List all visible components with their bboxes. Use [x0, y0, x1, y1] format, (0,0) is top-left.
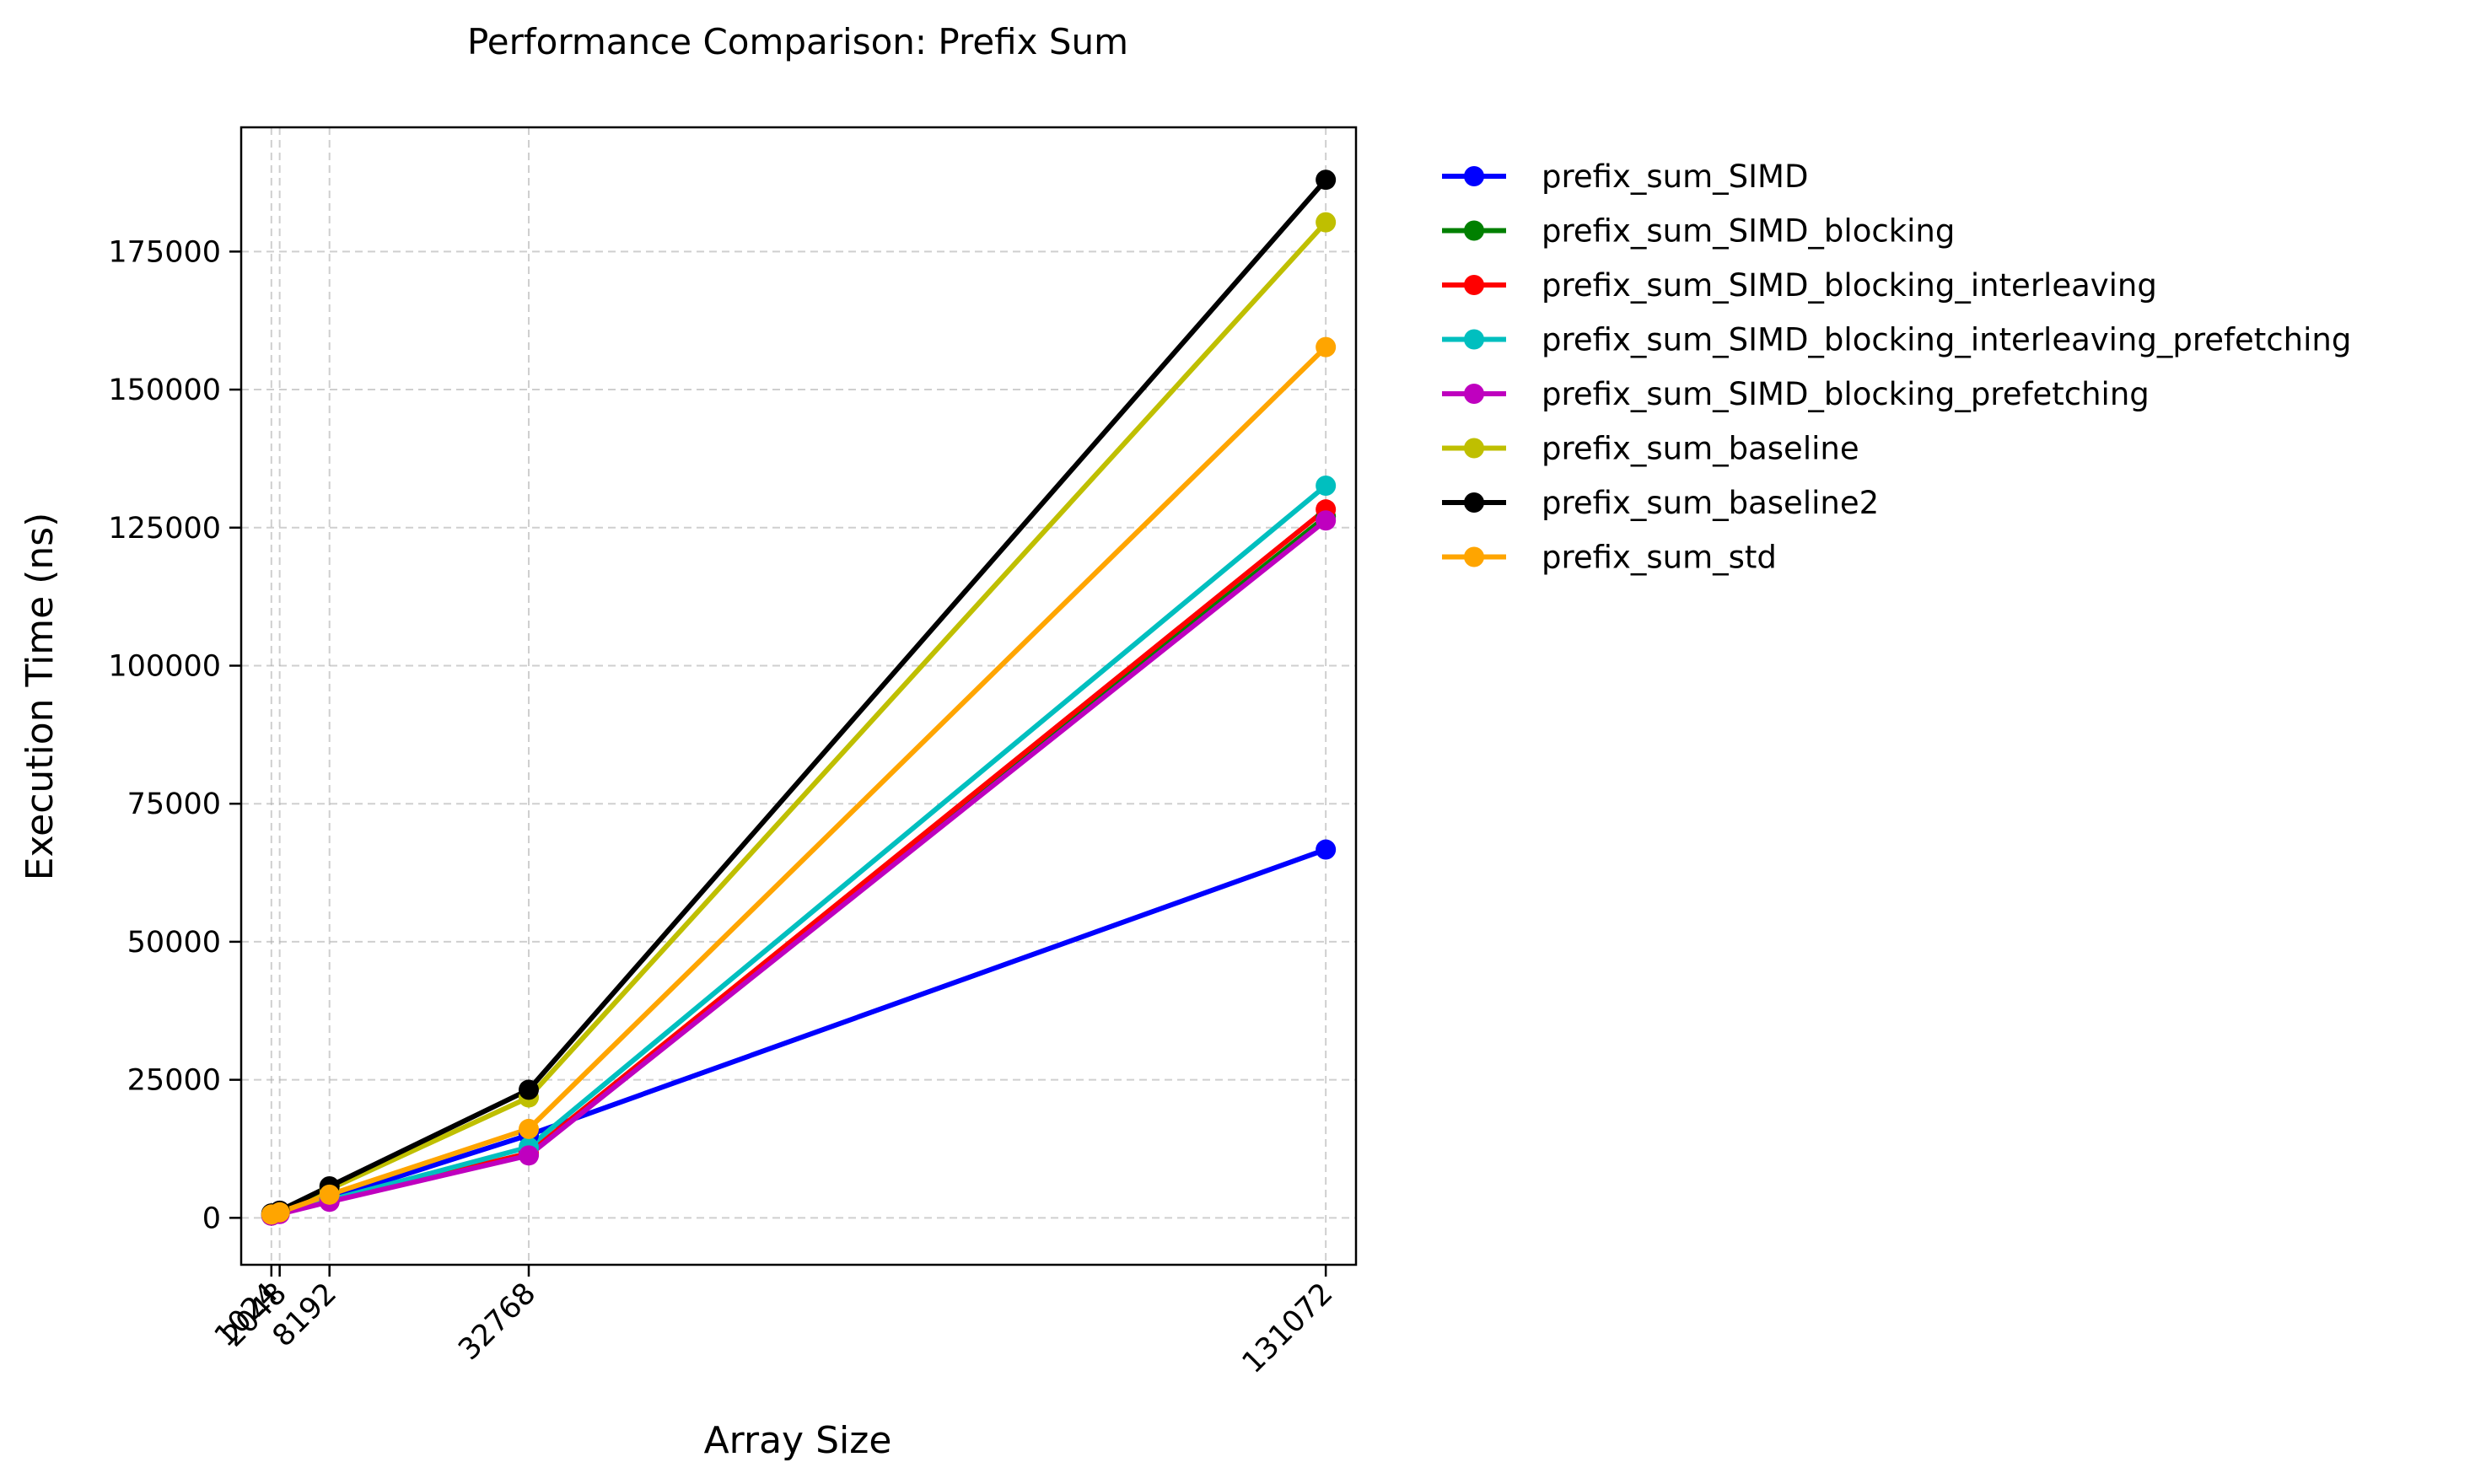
legend-item: prefix_sum_SIMD_blocking_interleaving — [1442, 267, 2157, 304]
legend-item: prefix_sum_SIMD_blocking_interleaving_pr… — [1442, 322, 2351, 358]
data-point — [1316, 476, 1337, 497]
legend-label: prefix_sum_baseline — [1542, 431, 1859, 467]
legend-marker — [1464, 384, 1484, 404]
legend-label: prefix_sum_SIMD — [1542, 159, 1808, 195]
series-line-3 — [271, 483, 1328, 1218]
chart-title: Performance Comparison: Prefix Sum — [467, 21, 1128, 62]
legend-marker — [1464, 329, 1484, 350]
data-point — [1316, 510, 1337, 531]
data-point — [319, 1184, 340, 1205]
grid — [241, 127, 1356, 1265]
y-tick-label: 75000 — [127, 788, 221, 821]
legend-marker — [1464, 546, 1484, 567]
y-axis-ticks: 0 25000 50000 75000 100000 125000 150000 175000 — [108, 235, 241, 1235]
series-lines — [270, 178, 1328, 1218]
legend-marker — [1464, 220, 1484, 241]
data-point — [519, 1118, 540, 1139]
legend-label: prefix_sum_std — [1542, 540, 1777, 576]
y-tick-label: 25000 — [127, 1064, 221, 1098]
y-tick-label: 50000 — [127, 926, 221, 960]
y-axis-label: Execution Time (ns) — [19, 513, 62, 881]
legend-label: prefix_sum_SIMD_blocking_prefetching — [1542, 376, 2150, 412]
data-point — [1316, 839, 1337, 860]
legend-marker — [1464, 166, 1484, 186]
legend-item: prefix_sum_SIMD_blocking_prefetching — [1442, 376, 2150, 412]
legend-label: prefix_sum_SIMD_blocking_interleaving_pr… — [1542, 322, 2351, 358]
legend-item: prefix_sum_SIMD_blocking — [1442, 213, 1955, 250]
plot-frame — [239, 126, 1358, 1266]
series-line-6 — [270, 178, 1328, 1216]
data-point — [269, 1202, 290, 1223]
y-tick-label: 150000 — [108, 374, 221, 407]
y-tick-label: 100000 — [108, 649, 221, 683]
legend-label: prefix_sum_baseline2 — [1542, 485, 1879, 521]
data-point — [1316, 336, 1337, 358]
x-tick-label: 32768 — [452, 1277, 542, 1367]
legend-marker — [1464, 275, 1484, 295]
series-line-5 — [270, 220, 1328, 1217]
legend: prefix_sum_SIMD prefix_sum_SIMD_blockingp… — [1442, 159, 2351, 576]
legend-item: prefix_sum_baseline2 — [1442, 485, 1879, 521]
x-tick-label: 131072 — [1236, 1277, 1340, 1380]
data-point — [1316, 169, 1337, 191]
y-tick-label: 175000 — [108, 235, 221, 269]
y-tick-label: 125000 — [108, 512, 221, 546]
series-points — [261, 169, 1337, 1226]
y-tick-label: 0 — [202, 1202, 221, 1235]
legend-item: prefix_sum_SIMD — [1442, 159, 1808, 195]
legend-item: prefix_sum_std — [1442, 540, 1777, 576]
legend-marker — [1464, 438, 1484, 459]
series-line-4 — [271, 518, 1328, 1218]
data-point — [519, 1079, 540, 1100]
legend-label: prefix_sum_SIMD_blocking — [1542, 213, 1955, 250]
legend-marker — [1464, 492, 1484, 513]
legend-item: prefix_sum_baseline — [1442, 431, 1859, 467]
x-axis-label: Array Size — [704, 1419, 892, 1462]
data-point — [519, 1145, 540, 1166]
legend-label: prefix_sum_SIMD_blocking_interleaving — [1542, 267, 2157, 304]
data-point — [1316, 212, 1337, 233]
